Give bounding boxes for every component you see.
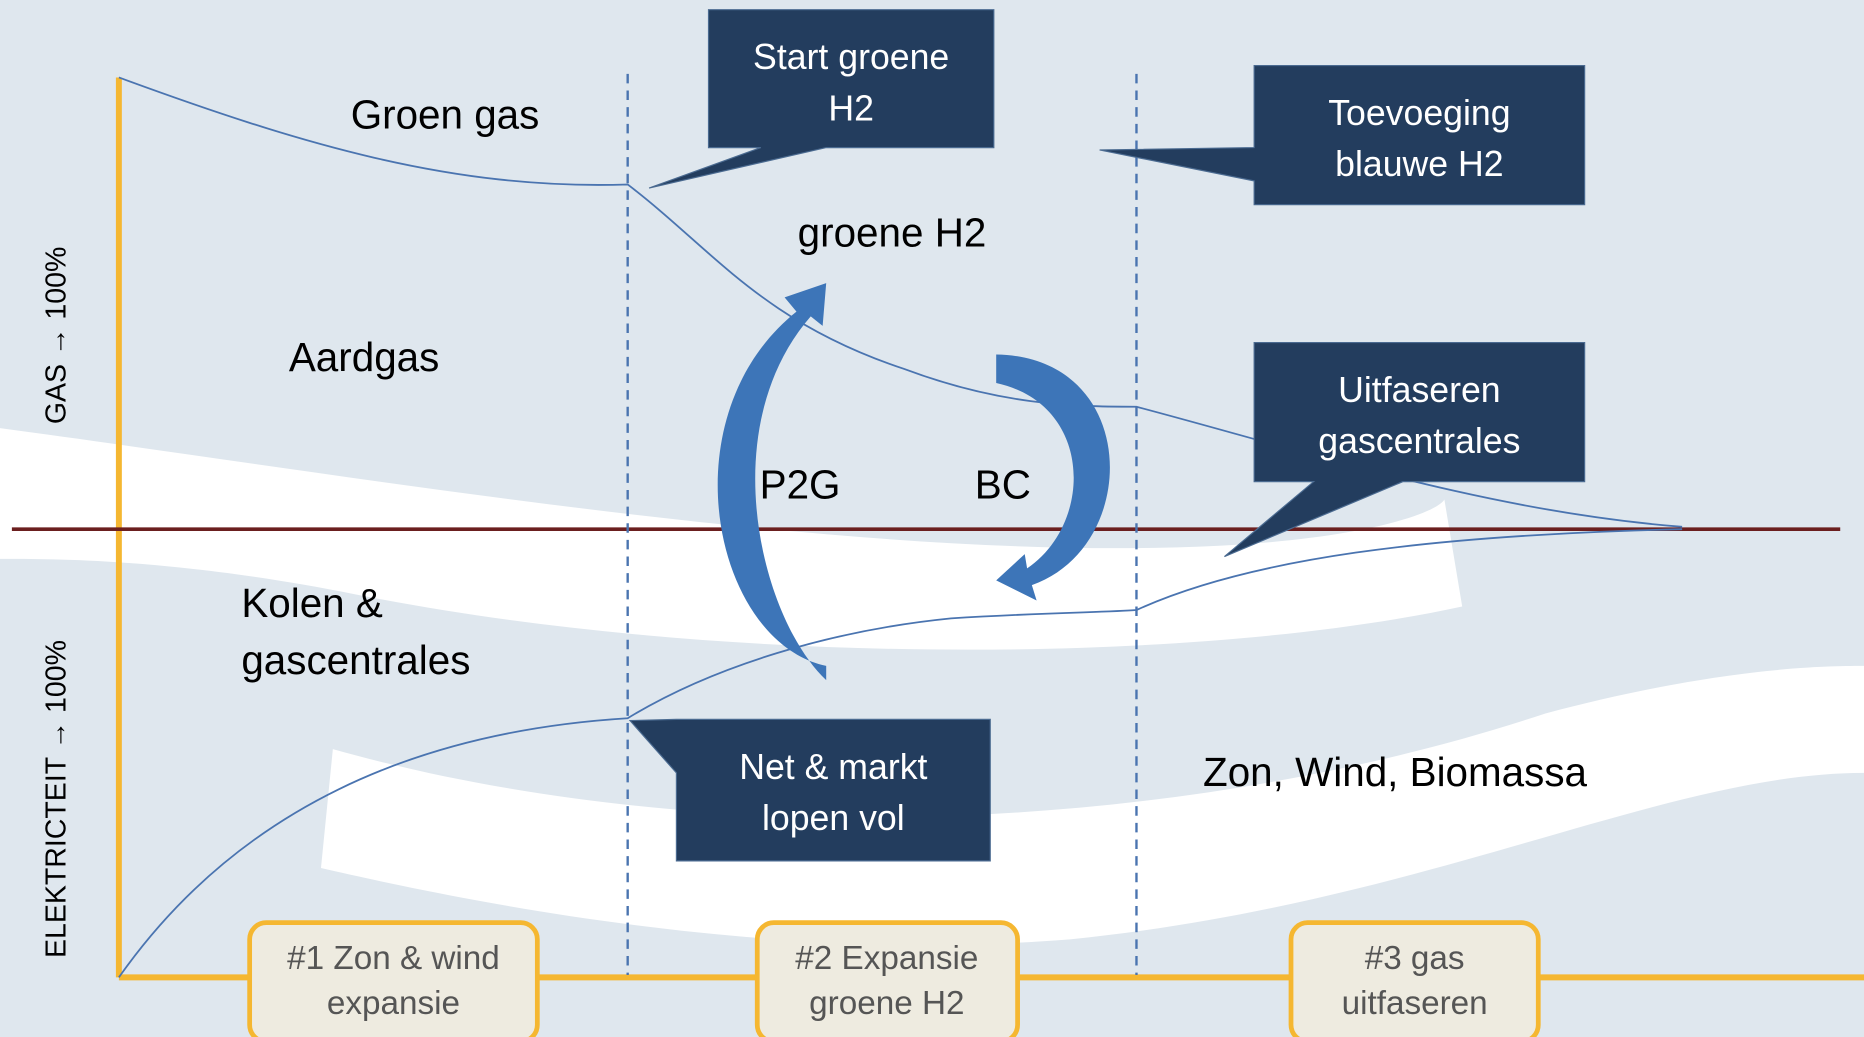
callout-text: gascentrales xyxy=(1318,421,1520,461)
callout-box xyxy=(1099,64,1586,206)
region-label: gascentrales xyxy=(241,637,470,683)
phase-text: uitfaseren xyxy=(1342,985,1488,1022)
region-label: P2G xyxy=(760,461,841,507)
swoosh xyxy=(320,665,1864,945)
electricity-curve xyxy=(118,528,1683,978)
phase-text: #3 gas xyxy=(1365,940,1465,977)
phases xyxy=(247,920,1541,1037)
callouts xyxy=(628,9,1586,862)
bc-arrow xyxy=(996,354,1110,601)
p2g-arrow xyxy=(717,283,827,681)
phase-box xyxy=(754,920,1020,1037)
axis-label: GAS → 100% xyxy=(40,247,72,425)
region-label: Kolen & xyxy=(241,580,383,626)
region-label: BC xyxy=(975,461,1031,507)
region-label: Zon, Wind, Biomassa xyxy=(1203,749,1588,795)
callout-text: H2 xyxy=(828,88,874,128)
phase-text: groene H2 xyxy=(809,985,964,1022)
callout-text: blauwe H2 xyxy=(1335,144,1503,184)
phase-text: #1 Zon & wind xyxy=(287,940,500,977)
callout-box xyxy=(1224,341,1586,558)
callout-text: lopen vol xyxy=(762,798,905,838)
callout-text: Start groene xyxy=(753,37,949,77)
phase-box xyxy=(1288,920,1541,1037)
callout-box xyxy=(648,9,995,189)
callout-text: Toevoeging xyxy=(1328,93,1510,133)
region-label: Aardgas xyxy=(289,334,440,380)
region-label: Groen gas xyxy=(351,92,540,138)
callout-text: Net & markt xyxy=(739,747,927,787)
callout-text: Uitfaseren xyxy=(1338,370,1501,410)
callout-box xyxy=(628,718,991,862)
axis-label: ELEKTRICTEIT → 100% xyxy=(40,640,72,958)
phase-box xyxy=(247,920,540,1037)
phase-text: #2 Expansie xyxy=(795,940,978,977)
phase-text: expansie xyxy=(327,985,460,1022)
region-label: groene H2 xyxy=(798,209,987,255)
